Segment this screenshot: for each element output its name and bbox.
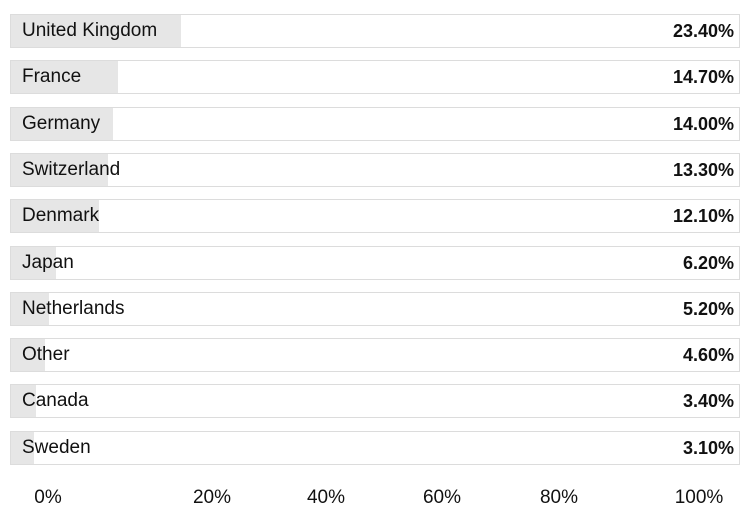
x-tick-label: 60%	[422, 487, 462, 508]
bar	[11, 385, 36, 418]
category-label: Switzerland	[22, 158, 121, 180]
bar	[11, 339, 45, 372]
bar	[11, 61, 118, 94]
category-label: Netherlands	[22, 297, 125, 319]
category-label: Denmark	[22, 205, 100, 227]
value-label: 23.40%	[672, 21, 734, 41]
bar-row: France 14.70%	[10, 60, 740, 95]
x-tick-label: 0%	[34, 487, 62, 508]
bar	[11, 292, 49, 325]
bar	[11, 246, 57, 279]
value-label: 3.40%	[682, 391, 734, 412]
value-label: 14.00%	[672, 113, 734, 134]
bar	[11, 153, 108, 186]
value-label: 4.60%	[682, 345, 734, 366]
category-label: United Kingdom	[22, 20, 158, 41]
bar-row: Japan 6.20%	[10, 245, 740, 280]
x-tick-label: 40%	[306, 487, 346, 508]
x-tick-label: 80%	[539, 487, 579, 508]
bar	[11, 431, 34, 464]
category-label: France	[22, 66, 82, 88]
bar-row: Denmark 12.10%	[10, 199, 740, 234]
bar	[11, 107, 113, 140]
value-label: 5.20%	[682, 298, 734, 319]
value-label: 13.30%	[672, 159, 734, 180]
category-label: Germany	[22, 112, 101, 134]
value-label: 12.10%	[672, 206, 734, 227]
bar-row: Switzerland 13.30%	[10, 152, 740, 187]
bar-row: Sweden 3.10%	[10, 430, 740, 465]
x-tick-label: 20%	[192, 487, 232, 508]
category-label: Other	[22, 344, 70, 366]
bar	[11, 15, 182, 47]
bar-row: Germany 14.00%	[10, 106, 740, 141]
value-label: 3.10%	[682, 437, 734, 458]
category-label: Japan	[22, 251, 74, 273]
bar-row: Netherlands 5.20%	[10, 291, 740, 326]
category-label: Canada	[22, 390, 89, 412]
category-label: Sweden	[22, 436, 91, 458]
bar-row: Canada 3.40%	[10, 384, 740, 419]
bar-row: Other 4.60%	[10, 338, 740, 373]
x-tick-label: 100%	[674, 487, 724, 508]
bar	[11, 200, 100, 233]
value-label: 6.20%	[682, 252, 734, 273]
value-label: 14.70%	[672, 67, 734, 88]
bar-row: United Kingdom 23.40%	[10, 14, 740, 48]
